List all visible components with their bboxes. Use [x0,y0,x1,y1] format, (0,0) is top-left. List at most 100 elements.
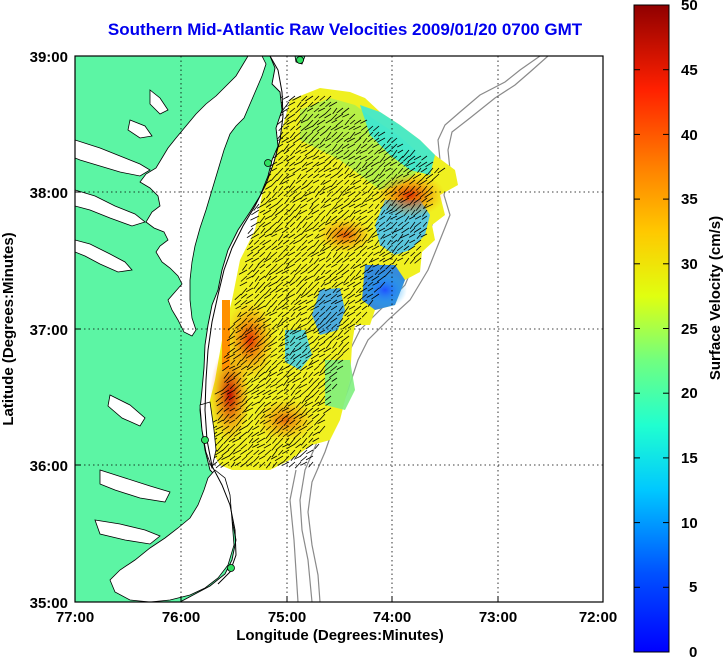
velocity-arrow [278,449,284,456]
velocity-arrow [271,323,278,330]
velocity-arrow [260,227,266,234]
velocity-arrow [233,443,242,451]
velocity-arrow [284,113,290,120]
velocity-arrow [383,149,392,156]
velocity-arrow [391,167,398,174]
velocity-arrow [289,131,296,139]
velocity-arrow [325,323,332,329]
velocity-arrow [349,209,356,218]
velocity-arrow [385,263,392,270]
velocity-arrow [245,299,254,305]
velocity-arrow [296,221,302,229]
velocity-arrow [295,317,302,325]
velocity-arrow [300,437,308,446]
velocity-arrow [384,185,392,193]
colorbar-tick-label: 35 [681,191,698,208]
velocity-arrow [306,419,314,426]
velocity-arrow [293,131,302,139]
velocity-arrow [227,371,236,379]
velocity-arrow [282,299,290,307]
velocity-arrow [240,329,248,338]
velocity-arrow [300,245,308,251]
velocity-arrow [277,251,284,258]
velocity-arrow [324,311,332,320]
velocity-arrow [268,203,278,210]
velocity-arrow [251,305,260,311]
velocity-arrow [288,179,296,189]
velocity-arrow [299,203,308,209]
velocity-arrow [241,263,248,271]
velocity-arrow [259,461,266,468]
velocity-arrow [248,437,254,444]
velocity-arrow [264,341,272,348]
velocity-arrow [331,323,338,329]
velocity-arrow [323,299,332,304]
velocity-arrow [259,239,266,245]
velocity-arrow [312,161,320,168]
velocity-arrow [300,143,308,148]
velocity-arrow [413,155,422,161]
velocity-arrow [314,113,320,119]
velocity-arrow [346,185,356,191]
velocity-arrow [300,185,308,190]
velocity-arrow [316,161,326,167]
velocity-arrow [278,125,284,132]
velocity-arrow [307,269,314,274]
velocity-arrow [348,251,356,258]
velocity-arrow [287,365,296,373]
velocity-arrow [314,233,320,239]
velocity-arrow [300,173,308,180]
velocity-arrow [349,167,356,176]
velocity-arrow [372,197,380,202]
velocity-arrow [367,239,374,244]
colorbar-tick-label: 10 [681,515,698,532]
velocity-arrow [355,257,362,264]
velocity-arrow [281,137,290,143]
velocity-arrow [312,179,320,184]
velocity-arrow [308,437,314,443]
velocity-arrow [413,197,422,204]
velocity-arrow [310,305,320,311]
velocity-arrow [302,347,308,354]
velocity-arrow [361,257,368,264]
velocity-arrow [263,353,272,361]
velocity-arrow [263,257,272,263]
velocity-arrow [294,257,302,264]
velocity-arrow [355,149,362,155]
velocity-arrow [379,203,386,210]
velocity-arrow [406,191,416,198]
velocity-arrow [395,203,404,211]
velocity-arrow [281,227,290,234]
velocity-arrow [259,359,266,367]
velocity-arrow [241,383,248,388]
velocity-arrow [275,383,284,389]
velocity-arrow [266,455,272,462]
velocity-arrow [307,413,314,418]
velocity-arrow [295,287,302,294]
velocity-arrow [356,167,362,173]
velocity-arrow [253,455,260,463]
velocity-arrow [287,113,296,120]
velocity-arrow [258,275,266,282]
velocity-arrow [259,287,266,294]
velocity-arrow [223,437,230,445]
velocity-arrow [253,239,260,245]
velocity-arrow [397,257,404,262]
velocity-arrow [342,323,350,330]
velocity-arrow [278,335,284,341]
velocity-arrow [325,143,332,149]
velocity-arrow [263,443,272,449]
velocity-arrow [310,251,320,258]
velocity-arrow [274,227,284,233]
velocity-arrow [295,107,302,114]
velocity-arrow [317,407,326,412]
velocity-arrow [343,287,350,292]
velocity-arrow [314,419,320,426]
velocity-arrow [293,161,302,166]
velocity-arrow [282,431,290,438]
velocity-arrow [349,131,356,140]
velocity-arrow [246,365,254,371]
velocity-arrow [252,251,260,257]
velocity-arrow [386,215,392,222]
velocity-arrow [226,389,236,395]
